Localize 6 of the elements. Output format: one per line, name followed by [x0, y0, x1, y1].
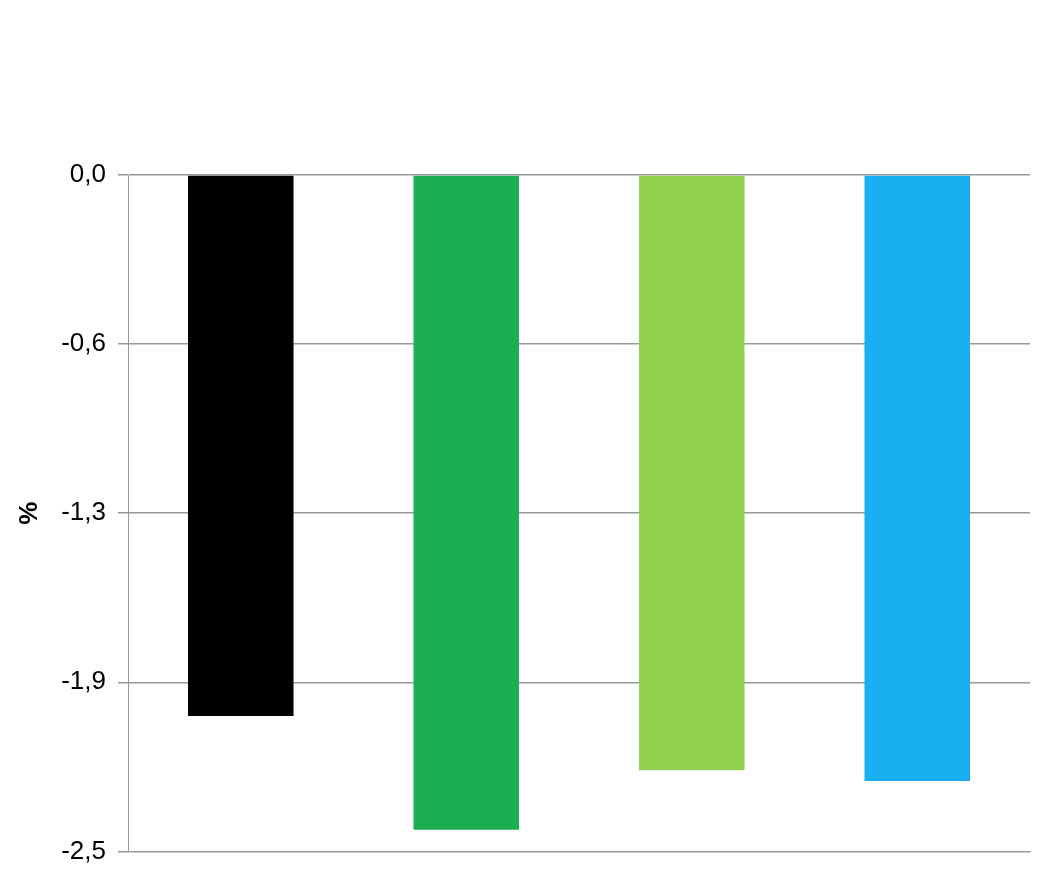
y-tick-label: -1,3 [61, 496, 106, 527]
y-tick-label: 0,0 [69, 158, 106, 189]
y-tick-label: -2,5 [61, 834, 106, 865]
y-axis-title: % [12, 501, 43, 525]
y-tick-label: -1,9 [61, 665, 106, 696]
y-tick-label: -0,6 [61, 327, 106, 358]
